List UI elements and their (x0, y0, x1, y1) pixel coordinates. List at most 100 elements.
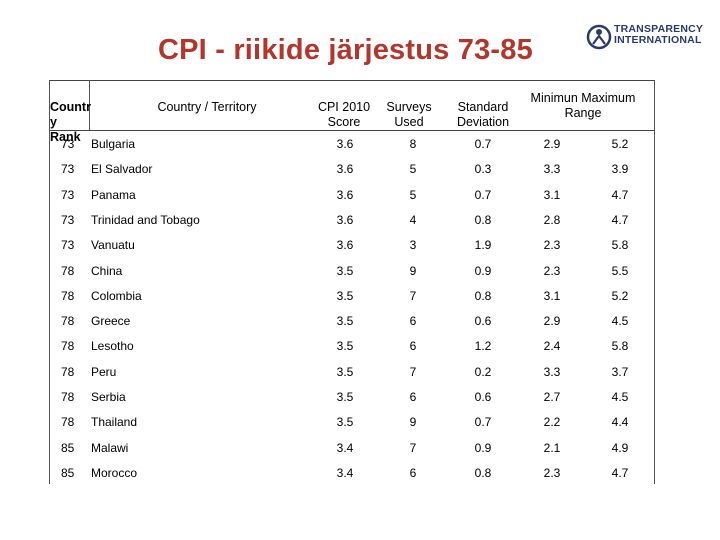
cpi-cell: 3.6 (336, 187, 354, 202)
max-cell: 5.8 (611, 339, 629, 354)
header-surveys-used: Surveys Used (386, 100, 432, 129)
rank-cell: 73 (61, 137, 75, 151)
rank-cell: 78 (61, 364, 75, 379)
country-cell: Malawi (91, 440, 129, 455)
page-title: CPI - riikide järjestus 73-85 (158, 34, 533, 66)
surveys-cell: 7 (409, 288, 417, 303)
std-cell: 0.7 (474, 187, 492, 202)
table-row: 85 Morocco 3.4 6 0.8 2.3 4.7 (49, 466, 655, 491)
min-cell: 2.4 (543, 339, 561, 354)
header-country: Country / Territory (157, 100, 257, 114)
cpi-cell: 3.4 (336, 465, 354, 480)
std-cell: 0.7 (474, 137, 492, 151)
table-row: 73 Trinidad and Tobago 3.6 4 0.8 2.8 4.7 (49, 213, 655, 238)
min-cell: 2.9 (543, 137, 561, 151)
max-cell: 5.8 (611, 238, 629, 253)
surveys-cell: 6 (409, 314, 417, 329)
cpi-cell: 3.5 (336, 390, 354, 404)
globe-person-icon (586, 24, 612, 50)
country-cell: Peru (91, 364, 117, 379)
rank-cell: 78 (61, 390, 75, 404)
min-cell: 2.1 (543, 440, 561, 455)
table-row: 73 Panama 3.6 5 0.7 3.1 4.7 (49, 188, 655, 213)
rank-cell: 78 (61, 415, 75, 430)
min-cell: 2.3 (543, 263, 561, 278)
table-row: 73 Vanuatu 3.6 3 1.9 2.3 5.8 (49, 238, 655, 263)
table-row: 78 Lesotho 3.5 6 1.2 2.4 5.8 (49, 339, 655, 364)
max-cell: 4.5 (611, 390, 629, 404)
country-cell: Trinidad and Tobago (91, 212, 200, 227)
surveys-cell: 5 (409, 187, 417, 202)
cpi-cell: 3.6 (336, 212, 354, 227)
std-cell: 0.2 (474, 364, 492, 379)
cpi-cell: 3.5 (336, 314, 354, 329)
std-cell: 0.9 (474, 440, 492, 455)
country-cell: Bulgaria (91, 137, 136, 151)
surveys-cell: 4 (409, 212, 417, 227)
surveys-cell: 8 (409, 137, 417, 151)
country-cell: Panama (91, 187, 136, 202)
country-cell: Colombia (91, 288, 142, 303)
max-cell: 5.2 (611, 137, 629, 151)
max-cell: 4.7 (611, 212, 629, 227)
table-row: 73 El Salvador 3.6 5 0.3 3.3 3.9 (49, 162, 655, 187)
table-row: 78 Greece 3.5 6 0.6 2.9 4.5 (49, 314, 655, 339)
rank-cell: 78 (61, 339, 75, 354)
min-cell: 3.1 (543, 187, 561, 202)
max-cell: 4.5 (611, 314, 629, 329)
header-range: Minimun Maximum Range (530, 91, 636, 120)
max-cell: 5.2 (611, 288, 629, 303)
table-row: 78 Peru 3.5 7 0.2 3.3 3.7 (49, 365, 655, 390)
header-rank: Countr y Rank (50, 100, 91, 144)
rank-cell: 73 (61, 187, 75, 202)
surveys-cell: 6 (409, 465, 417, 480)
min-cell: 2.8 (543, 212, 561, 227)
rank-cell: 73 (61, 238, 75, 253)
std-cell: 0.7 (474, 415, 492, 430)
std-cell: 0.8 (474, 212, 492, 227)
surveys-cell: 9 (409, 415, 417, 430)
country-cell: China (91, 263, 123, 278)
surveys-cell: 7 (409, 440, 417, 455)
min-cell: 3.1 (543, 288, 561, 303)
country-cell: Greece (91, 314, 131, 329)
max-cell: 4.9 (611, 440, 629, 455)
logo-line-1: TRANSPARENCY (614, 23, 704, 35)
surveys-cell: 5 (409, 162, 417, 177)
cpi-cell: 3.5 (336, 364, 354, 379)
min-cell: 2.2 (543, 415, 561, 430)
logo-line-2: INTERNATIONAL (614, 34, 702, 46)
country-cell: Vanuatu (91, 238, 135, 253)
rank-cell: 73 (61, 212, 75, 227)
cpi-cell: 3.5 (336, 339, 354, 354)
surveys-cell: 3 (409, 238, 417, 253)
min-cell: 3.3 (543, 364, 561, 379)
max-cell: 4.4 (611, 415, 629, 430)
max-cell: 3.7 (611, 364, 629, 379)
std-cell: 0.8 (474, 465, 492, 480)
min-cell: 2.9 (543, 314, 561, 329)
std-cell: 0.9 (474, 263, 492, 278)
header-bottom-border (49, 130, 655, 131)
header-cpi-score: CPI 2010 Score (317, 100, 371, 129)
rank-cell: 78 (61, 288, 75, 303)
country-cell: Serbia (91, 390, 126, 404)
rank-cell: 78 (61, 263, 75, 278)
table-row: 78 Colombia 3.5 7 0.8 3.1 5.2 (49, 289, 655, 314)
country-cell: Thailand (91, 415, 138, 430)
table-row: 73 Bulgaria 3.6 8 0.7 2.9 5.2 (49, 137, 655, 162)
header-divider (89, 80, 90, 130)
table-row: 78 Thailand 3.5 9 0.7 2.2 4.4 (49, 415, 655, 440)
min-cell: 2.7 (543, 390, 561, 404)
min-cell: 2.3 (543, 465, 561, 480)
max-cell: 4.7 (611, 187, 629, 202)
rank-cell: 78 (61, 314, 75, 329)
cpi-cell: 3.6 (336, 137, 354, 151)
cpi-table: Countr y Rank Country / Territory CPI 20… (49, 80, 655, 484)
country-cell: El Salvador (91, 162, 153, 177)
surveys-cell: 7 (409, 364, 417, 379)
surveys-cell: 6 (409, 390, 417, 404)
table-right-border (654, 80, 655, 484)
std-cell: 1.2 (474, 339, 492, 354)
max-cell: 4.7 (611, 465, 629, 480)
